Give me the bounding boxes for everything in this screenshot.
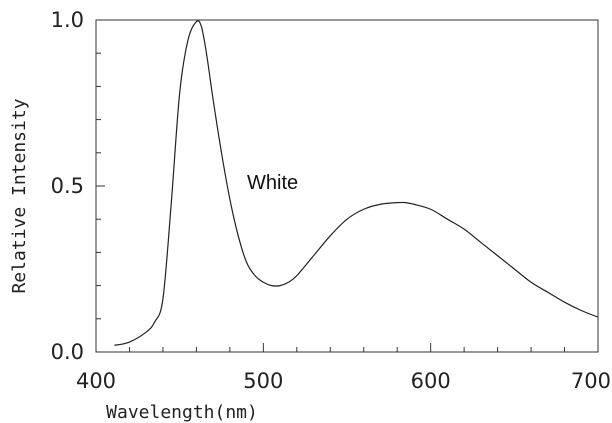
series-line-white <box>114 20 599 346</box>
x-axis-title: Wavelength(nm) <box>106 402 258 423</box>
x-tick-label: 600 <box>411 369 451 393</box>
x-tick-label: 700 <box>571 369 611 393</box>
y-tick-label: 1.0 <box>51 8 84 32</box>
x-tick-label: 500 <box>243 369 283 393</box>
annotation-white: White <box>247 172 298 194</box>
plot-area-frame <box>95 19 599 353</box>
y-tick-label: 0.5 <box>51 174 84 198</box>
y-axis-title: Relative Intensity <box>9 98 30 293</box>
x-tick-label: 400 <box>76 369 116 393</box>
y-axis-ticks: 0.0 0.5 1.0 <box>51 8 105 364</box>
y-tick-label: 0.0 <box>51 340 84 364</box>
x-axis-ticks: 400 500 600 700 <box>76 343 611 393</box>
